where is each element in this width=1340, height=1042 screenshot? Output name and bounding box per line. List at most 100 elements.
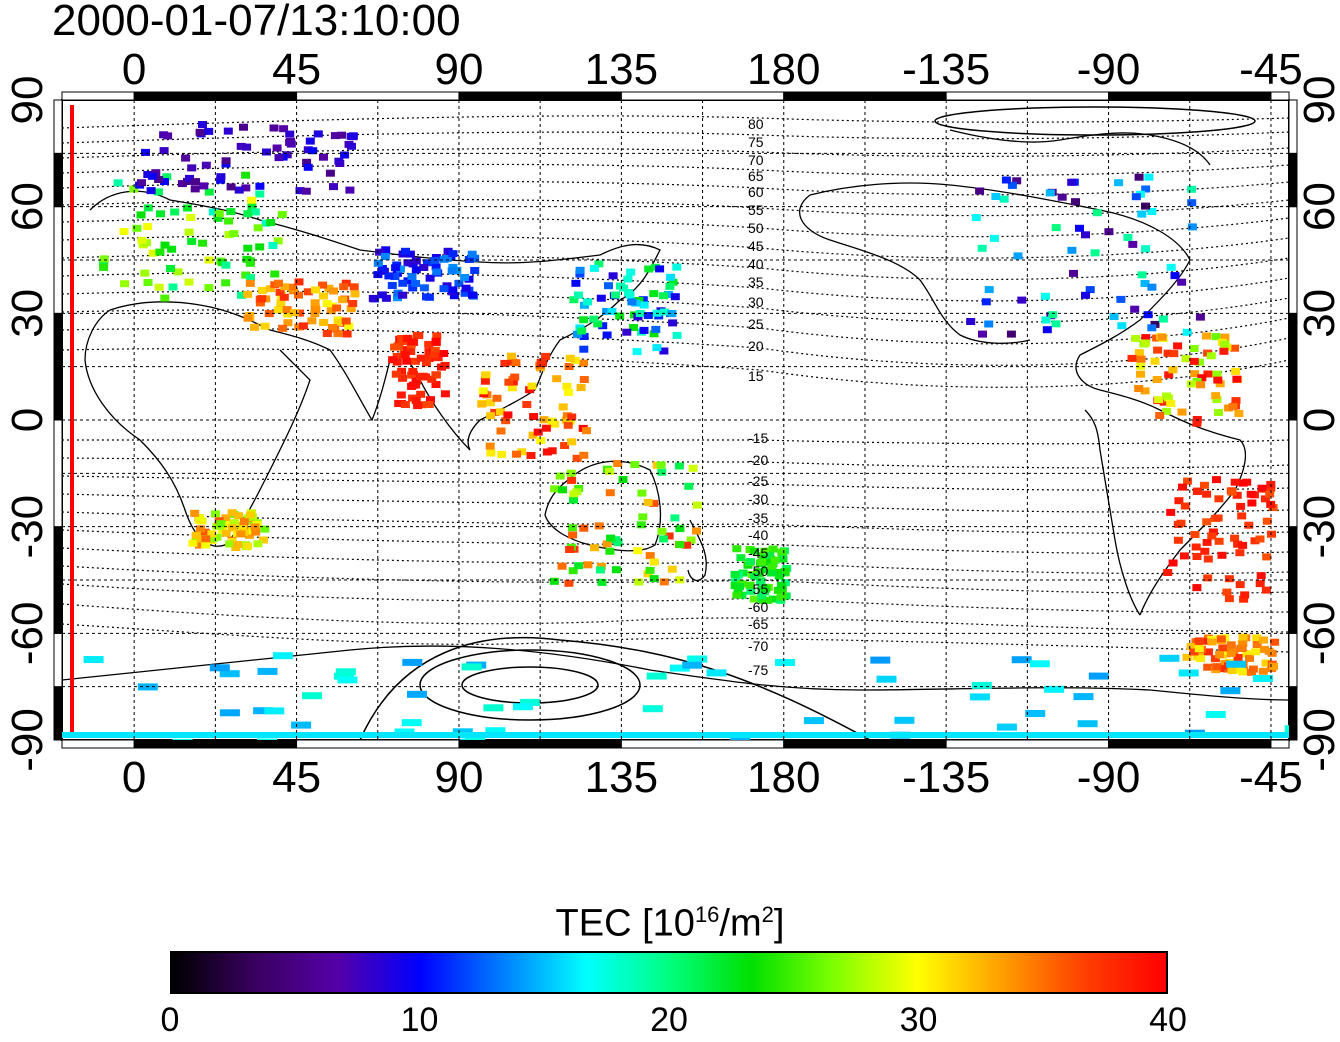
tec-cell bbox=[426, 396, 435, 404]
left-latitude-label: 90 bbox=[3, 76, 52, 125]
tec-cell bbox=[969, 693, 990, 701]
tec-cell bbox=[272, 652, 293, 660]
tec-cell bbox=[1173, 342, 1183, 350]
tec-cell bbox=[496, 427, 506, 435]
tec-cell bbox=[1255, 535, 1265, 543]
tec-cell bbox=[1222, 588, 1232, 596]
tec-cell bbox=[565, 546, 575, 553]
tec-cell bbox=[1194, 645, 1204, 653]
tec-cell bbox=[682, 541, 692, 549]
tec-cell bbox=[1067, 246, 1077, 254]
tec-cell bbox=[266, 219, 276, 226]
tec-cell bbox=[1189, 345, 1199, 352]
tec-cell bbox=[226, 208, 236, 216]
tec-cell bbox=[313, 130, 323, 138]
tec-cell bbox=[295, 187, 305, 195]
tec-cell bbox=[573, 291, 583, 299]
tec-cell bbox=[657, 468, 667, 476]
tec-cell bbox=[120, 280, 130, 288]
tec-cell bbox=[290, 309, 299, 317]
tec-cell bbox=[236, 291, 246, 299]
tec-cell bbox=[334, 319, 343, 326]
tec-cell bbox=[660, 308, 669, 316]
tec-cell bbox=[274, 279, 283, 287]
top-longitude-label: -135 bbox=[902, 45, 990, 94]
tec-cell bbox=[1234, 410, 1244, 417]
tec-cell bbox=[242, 143, 252, 151]
bottom-longitude-label: 45 bbox=[272, 753, 321, 802]
tec-cell bbox=[746, 587, 756, 595]
tec-cell bbox=[688, 464, 698, 472]
tec-cell bbox=[483, 704, 504, 712]
tec-cell bbox=[613, 460, 623, 467]
tec-cell bbox=[1242, 650, 1252, 658]
tec-cell bbox=[567, 524, 577, 532]
contour-label: 30 bbox=[748, 294, 764, 310]
tec-cell bbox=[1215, 380, 1225, 388]
tec-cell bbox=[140, 269, 150, 277]
tec-cell bbox=[618, 476, 628, 483]
tec-cell bbox=[151, 169, 161, 177]
tec-cell bbox=[440, 361, 450, 369]
tec-cell bbox=[615, 312, 625, 320]
tec-cell bbox=[555, 472, 565, 480]
tec-cell bbox=[253, 224, 263, 232]
tec-cell bbox=[333, 330, 343, 338]
tec-cell bbox=[221, 514, 231, 522]
tec-cell bbox=[408, 368, 418, 375]
tec-cell bbox=[237, 525, 247, 533]
tec-cell bbox=[1256, 572, 1266, 580]
tec-cell bbox=[657, 527, 667, 535]
tec-cell bbox=[1081, 231, 1090, 239]
tec-cell bbox=[160, 178, 169, 185]
tec-cell bbox=[213, 214, 223, 222]
axis-labels: 0045459090135135180180-135-135-90-90-45-… bbox=[3, 45, 1340, 802]
tec-cell bbox=[407, 371, 417, 379]
tec-cell bbox=[536, 437, 546, 444]
tec-cell bbox=[318, 281, 328, 289]
tec-cell bbox=[1136, 355, 1146, 363]
tec-cell bbox=[398, 291, 408, 299]
tec-cell bbox=[470, 267, 480, 274]
tec-cell bbox=[245, 511, 255, 519]
tec-cell bbox=[1090, 249, 1100, 257]
left-axis-bar-segment bbox=[53, 419, 63, 528]
tec-cell bbox=[758, 552, 768, 560]
tec-cell bbox=[666, 273, 676, 281]
tec-cell bbox=[583, 298, 593, 306]
tec-cell bbox=[210, 510, 220, 518]
tec-polar-band bbox=[62, 732, 1289, 738]
tec-cell bbox=[1189, 357, 1199, 365]
tec-cell bbox=[431, 381, 441, 388]
tec-cell bbox=[1196, 381, 1206, 389]
tec-cell bbox=[1206, 352, 1216, 360]
tec-cell bbox=[630, 461, 640, 468]
tec-cell bbox=[659, 347, 669, 355]
tec-cell bbox=[162, 173, 172, 181]
tec-cell bbox=[190, 185, 200, 193]
tec-cell bbox=[319, 319, 329, 326]
tec-cell bbox=[411, 357, 420, 365]
tec-cell bbox=[286, 140, 296, 148]
tec-cell bbox=[431, 371, 441, 379]
tec-cell bbox=[257, 667, 278, 675]
tec-cell bbox=[260, 322, 270, 330]
tec-cell bbox=[279, 293, 289, 301]
tec-cell bbox=[675, 541, 685, 549]
tec-cell bbox=[1177, 408, 1187, 416]
tec-cell bbox=[243, 314, 253, 322]
tec-cell bbox=[1154, 396, 1164, 404]
tec-cell bbox=[1231, 397, 1241, 405]
tec-cell bbox=[229, 519, 239, 527]
tec-cell bbox=[311, 286, 320, 294]
tec-cell bbox=[1192, 584, 1202, 592]
tec-cell bbox=[390, 273, 400, 280]
tec-cell bbox=[301, 187, 311, 195]
contour-label: -15 bbox=[748, 430, 768, 446]
tec-cell bbox=[513, 703, 533, 711]
tec-cell bbox=[780, 567, 790, 575]
tec-cell bbox=[432, 332, 442, 340]
tec-cell bbox=[294, 291, 303, 299]
tec-cell bbox=[989, 234, 999, 242]
tec-cell bbox=[1025, 710, 1046, 717]
